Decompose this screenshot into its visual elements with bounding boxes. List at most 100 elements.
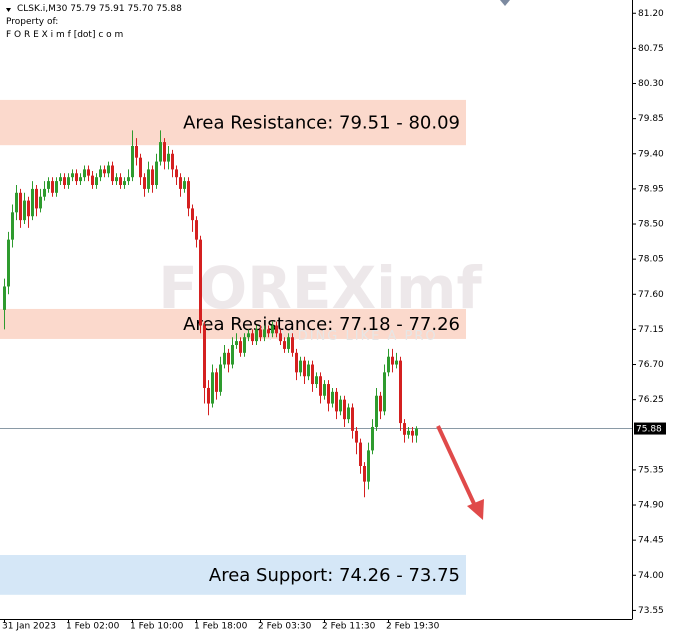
candle-body (355, 430, 358, 443)
candle-body (291, 337, 294, 353)
candle-body (187, 181, 190, 209)
candle-body (27, 200, 30, 217)
candle-body (31, 188, 34, 217)
candle-body (243, 337, 246, 353)
candle-body (363, 466, 366, 482)
candle-body (103, 169, 106, 174)
candle-body (283, 341, 286, 349)
candle-body (191, 208, 194, 221)
candle-body (287, 337, 290, 349)
y-tick-label: 81.20 (638, 9, 664, 19)
x-tick-label: 1 Feb 10:00 (130, 622, 184, 632)
candle-body (155, 161, 158, 185)
candle-body (335, 391, 338, 412)
candle-body (411, 430, 414, 436)
candle-body (11, 212, 14, 240)
candle-body (375, 395, 378, 427)
y-tick-label: 77.60 (638, 290, 664, 300)
candle-body (199, 239, 202, 326)
candle-body (63, 177, 66, 185)
candle-body (343, 399, 346, 420)
candle-body (323, 384, 326, 396)
candle-body (407, 430, 410, 435)
candle-body (235, 341, 238, 346)
x-tick-label: 31 Jan 2023 (2, 622, 56, 632)
candle-body (255, 329, 258, 342)
candle-body (239, 341, 242, 353)
candle-body (195, 220, 198, 240)
candle-body (203, 325, 206, 388)
candle-body (415, 428, 418, 436)
candle-body (247, 333, 250, 338)
x-tick-label: 2 Feb 11:30 (322, 622, 376, 632)
candle-body (351, 407, 354, 431)
y-tick-label: 80.30 (638, 79, 664, 89)
y-tick-label: 74.90 (638, 501, 664, 511)
candle-body (87, 169, 90, 176)
candle-body (319, 376, 322, 396)
last-price-label: 75.88 (636, 425, 662, 435)
candle-body (39, 196, 42, 209)
candle-body (107, 165, 110, 174)
candle-body (179, 177, 182, 189)
y-tick-label: 79.85 (638, 114, 664, 124)
y-tick-label: 78.05 (638, 255, 664, 265)
candle-body (147, 169, 150, 189)
candle-body (175, 169, 178, 178)
candle-body (19, 192, 22, 221)
candle-body (35, 188, 38, 209)
chart-title: CLSK.i,M30 75.79 75.91 75.70 75.88 (17, 4, 182, 14)
candle-body (67, 177, 70, 185)
candle-body (211, 372, 214, 404)
candle-body (251, 333, 254, 342)
candle-body (395, 360, 398, 365)
y-tick-label: 78.95 (638, 184, 664, 194)
candle-body (215, 372, 218, 392)
menu-triangle[interactable] (6, 8, 11, 12)
candle-body (219, 364, 222, 392)
candle-body (379, 395, 382, 412)
candle-body (123, 181, 126, 185)
candle-body (115, 177, 118, 182)
x-tick-label: 1 Feb 18:00 (194, 622, 248, 632)
arrow-shaft (436, 425, 478, 509)
candle-body (79, 177, 82, 182)
candle-body (207, 387, 210, 404)
candle-body (399, 360, 402, 424)
zone-box (0, 99, 466, 146)
candle-body (331, 391, 334, 404)
last-price-tag (634, 422, 666, 435)
candle-body (275, 325, 278, 334)
candle-body (47, 181, 50, 189)
candle-body (23, 200, 26, 221)
candle-body (391, 356, 394, 365)
candle-body (51, 181, 54, 193)
candle-body (231, 345, 234, 365)
candle-body (227, 352, 230, 365)
candle-body (299, 360, 302, 373)
candle-body (3, 286, 6, 310)
y-tick-label: 79.40 (638, 149, 664, 159)
candle-body (139, 157, 142, 178)
y-tick-label: 78.50 (638, 220, 664, 230)
candle-body (259, 329, 262, 338)
candle-body (347, 407, 350, 420)
candle-body (99, 169, 102, 178)
candle-body (307, 364, 310, 377)
candle-body (159, 142, 162, 162)
candle-body (371, 426, 374, 451)
candle-body (367, 450, 370, 482)
candles (0, 130, 632, 498)
candle-body (15, 192, 18, 213)
candle-body (295, 352, 298, 373)
x-tick-label: 2 Feb 19:30 (386, 622, 440, 632)
candle-body (311, 364, 314, 385)
candle-body (83, 169, 86, 178)
candle-body (163, 142, 166, 162)
axes: 81.20 80.75 80.30 79.85 79.40 78.95 78.50 78.05… (0, 0, 666, 632)
zone-box (0, 308, 466, 339)
candle-body (339, 399, 342, 412)
